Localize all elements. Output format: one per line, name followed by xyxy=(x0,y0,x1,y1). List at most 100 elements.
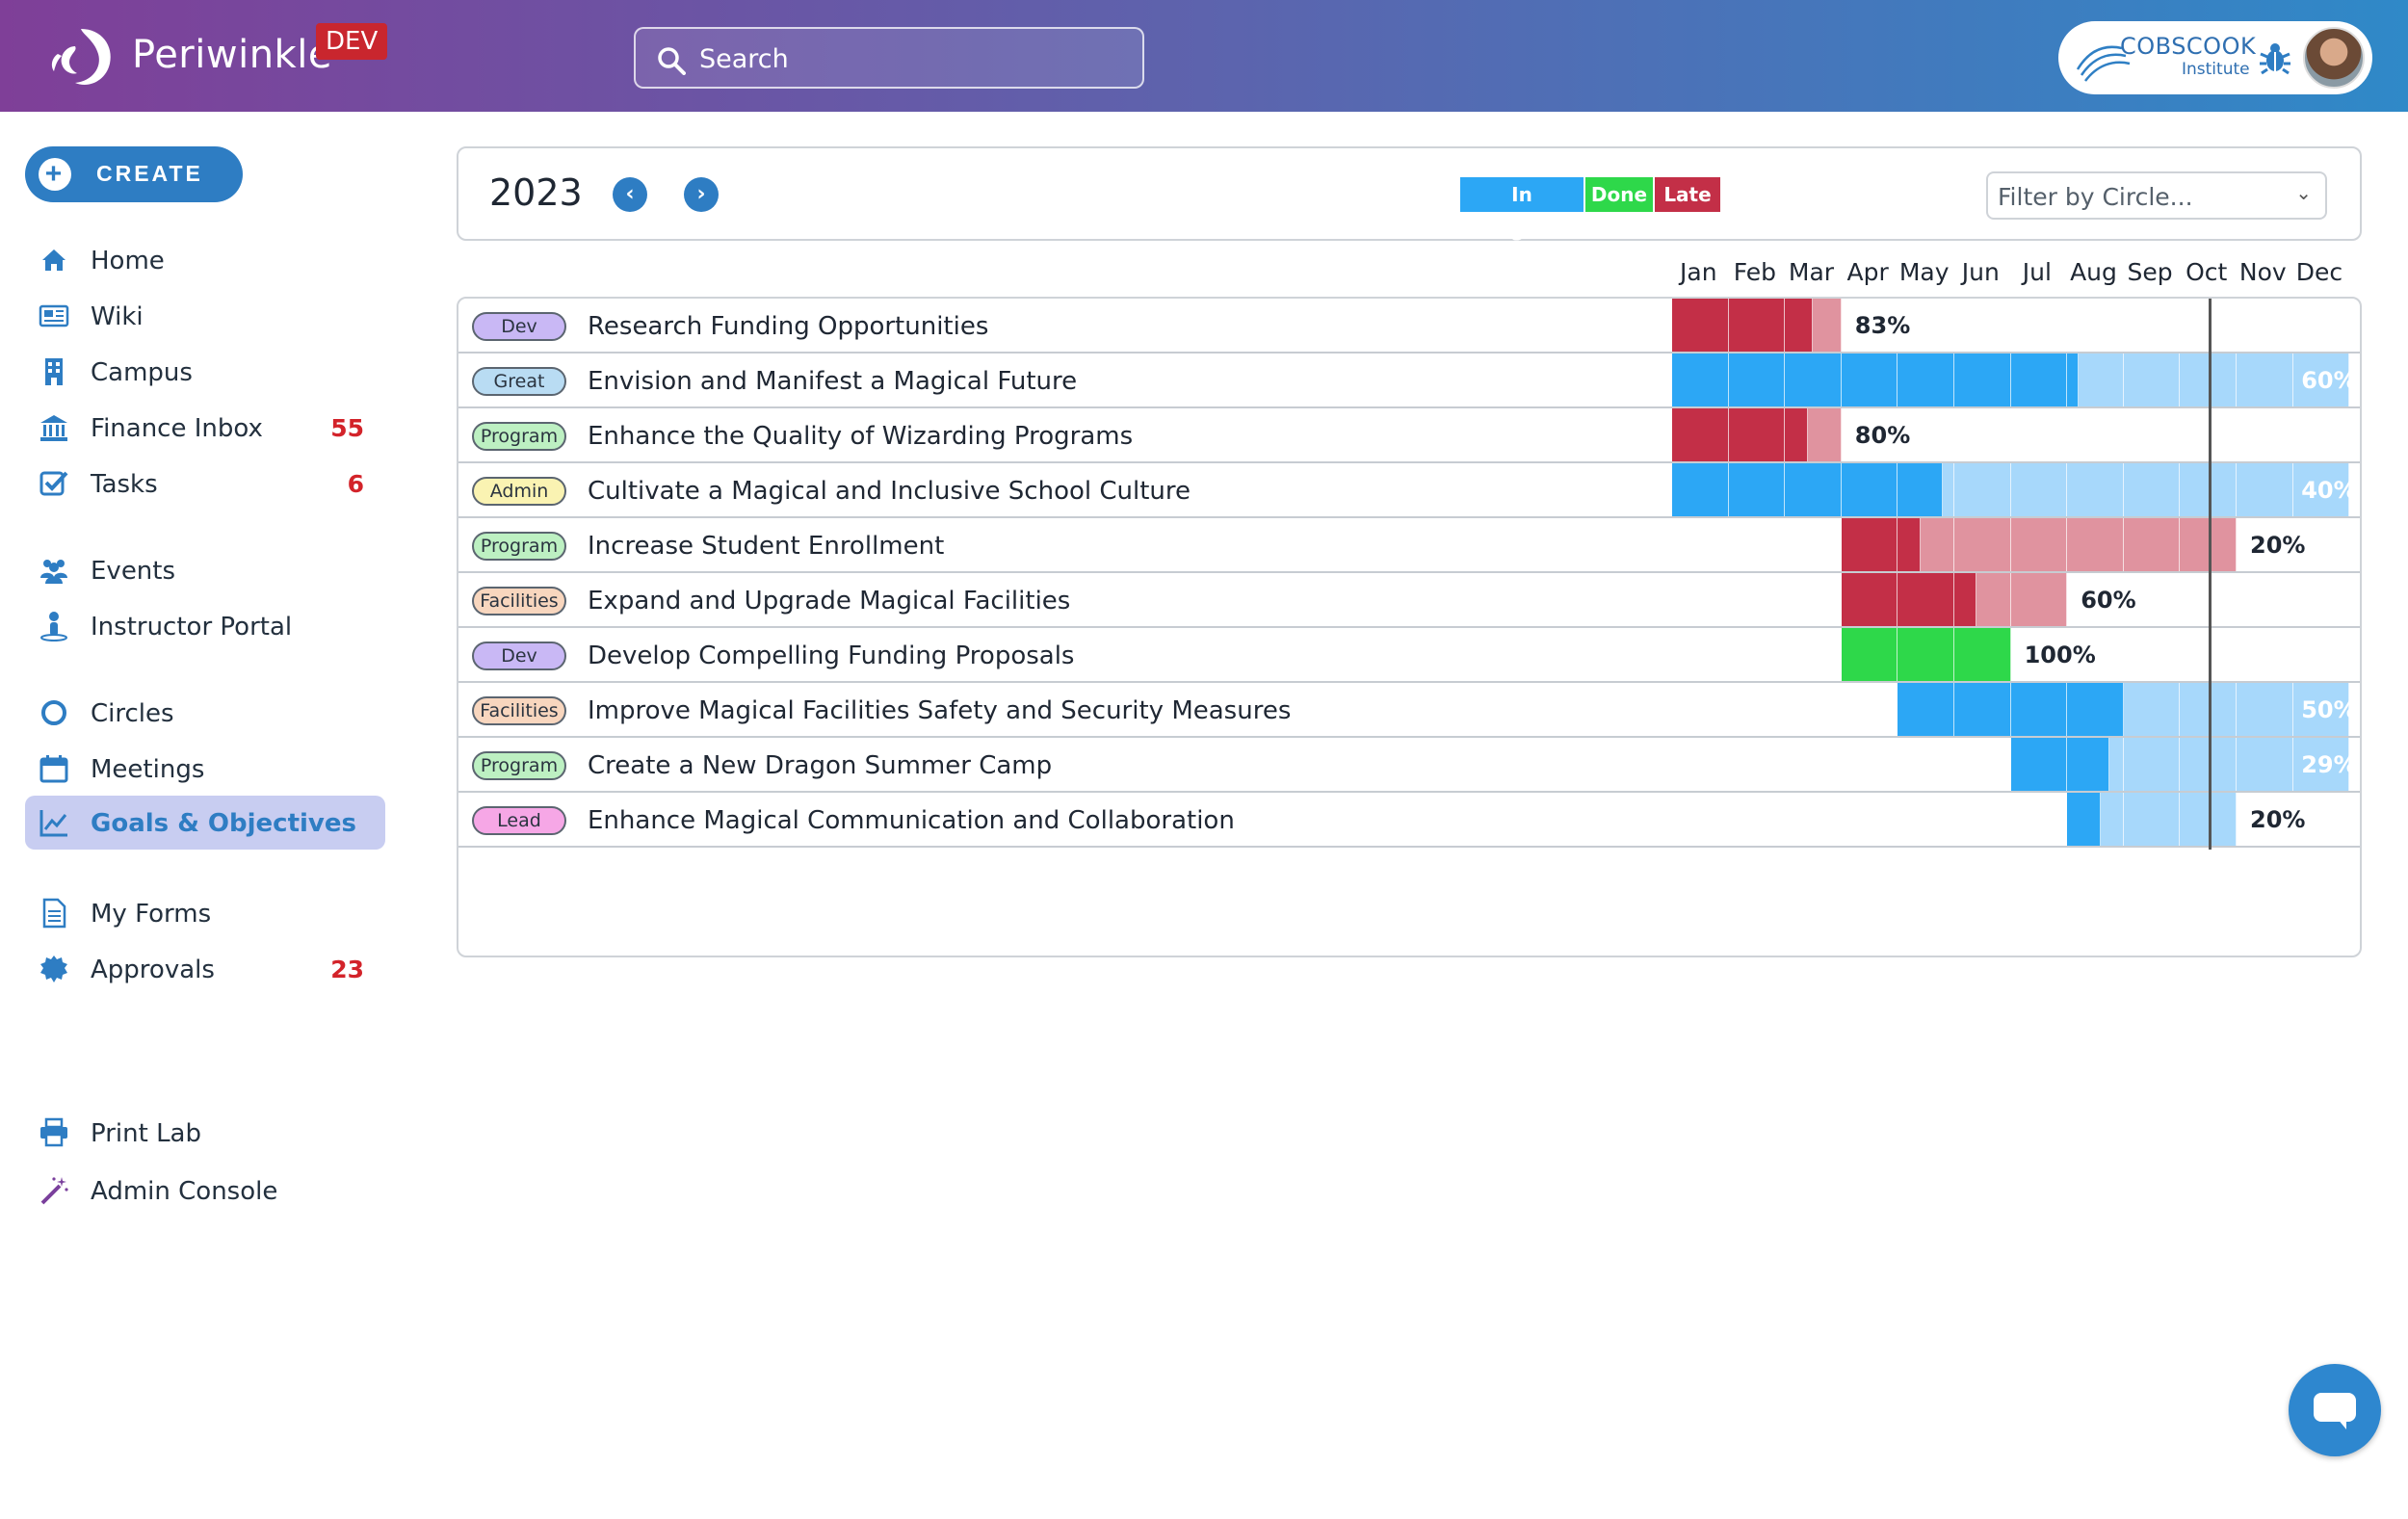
month-label: May xyxy=(1898,258,1950,286)
calendar-icon xyxy=(39,755,68,783)
search-box[interactable] xyxy=(634,27,1144,89)
goal-percent: 60% xyxy=(2081,587,2136,614)
progress-segment xyxy=(1728,299,1786,352)
sidebar-item-home[interactable]: Home xyxy=(25,233,385,287)
goal-row[interactable]: Admin Cultivate a Magical and Inclusive S… xyxy=(458,463,2360,518)
previous-year-icon[interactable]: ‹ xyxy=(613,177,647,212)
periwinkle-logo-icon[interactable] xyxy=(46,25,116,91)
month-label: Mar xyxy=(1788,258,1835,286)
circle-filter-select[interactable]: Filter by Circle... ⌄ xyxy=(1986,171,2327,220)
sidebar-item-meetings[interactable]: Meetings xyxy=(25,742,385,796)
circle-tag[interactable]: Program xyxy=(472,751,566,780)
progress-segment xyxy=(1954,573,1977,626)
progress-segment xyxy=(1954,628,2011,681)
goal-row[interactable]: Facilities Expand and Upgrade Magical Fac… xyxy=(458,573,2360,628)
goal-title[interactable]: Enhance Magical Communication and Collab… xyxy=(588,806,1235,835)
goal-title[interactable]: Improve Magical Facilities Safety and Se… xyxy=(588,696,1292,725)
circle-filter-placeholder: Filter by Circle... xyxy=(1998,183,2193,211)
goal-row[interactable]: Program Create a New Dragon Summer Camp 29… xyxy=(458,738,2360,793)
circle-tag[interactable]: Program xyxy=(472,422,566,451)
remaining-segment xyxy=(2292,738,2350,791)
goal-percent: 40% xyxy=(2301,477,2357,504)
circle-tag[interactable]: Lead xyxy=(472,806,566,835)
sidebar-item-my-forms[interactable]: My Forms xyxy=(25,886,385,940)
next-year-icon[interactable]: › xyxy=(684,177,719,212)
progress-segment xyxy=(1898,354,1954,406)
sidebar-item-label: Admin Console xyxy=(91,1177,278,1206)
circle-tag[interactable]: Facilities xyxy=(472,696,566,725)
progress-segment xyxy=(1785,354,1842,406)
remaining-segment xyxy=(2101,793,2124,846)
goal-title[interactable]: Research Funding Opportunities xyxy=(588,312,989,341)
remaining-segment xyxy=(2067,463,2124,516)
plus-icon: + xyxy=(39,158,71,191)
progress-segment xyxy=(1672,299,1729,352)
sidebar-item-tasks[interactable]: Tasks 6 xyxy=(25,457,385,511)
progress-segment xyxy=(1785,299,1813,352)
sidebar-item-circles[interactable]: Circles xyxy=(25,686,385,740)
goal-percent: 20% xyxy=(2250,532,2306,559)
create-button[interactable]: + CREATE xyxy=(25,146,243,202)
goal-title[interactable]: Cultivate a Magical and Inclusive School… xyxy=(588,477,1191,506)
sidebar-item-goals-and-objectives[interactable]: Goals & Objectives xyxy=(25,796,385,850)
sidebar-item-finance-inbox[interactable]: Finance Inbox 55 xyxy=(25,401,385,455)
printer-icon xyxy=(40,1117,67,1147)
sidebar-item-print-lab[interactable]: Print Lab xyxy=(25,1106,385,1160)
goal-title[interactable]: Enhance the Quality of Wizarding Program… xyxy=(588,422,1134,451)
remaining-segment xyxy=(2010,518,2068,571)
today-marker xyxy=(2208,299,2212,850)
remaining-segment xyxy=(2010,573,2068,626)
progress-segment xyxy=(1785,408,1808,461)
goal-percent: 50% xyxy=(2301,696,2357,723)
goal-title[interactable]: Develop Compelling Funding Proposals xyxy=(588,642,1075,670)
goal-row[interactable]: Lead Enhance Magical Communication and Co… xyxy=(458,793,2360,848)
search-input[interactable] xyxy=(699,40,1123,77)
circle-tag[interactable]: Admin xyxy=(472,477,566,506)
goal-percent: 20% xyxy=(2250,806,2306,833)
chat-button[interactable] xyxy=(2289,1364,2381,1456)
sidebar-item-events[interactable]: Events xyxy=(25,543,385,597)
sidebar-item-count: 23 xyxy=(330,956,364,983)
remaining-segment xyxy=(2078,354,2124,406)
sidebar-item-label: Campus xyxy=(91,358,193,387)
sidebar-item-label: Approvals xyxy=(91,956,215,984)
goal-row[interactable]: Dev Develop Compelling Funding Proposals 1… xyxy=(458,628,2360,683)
month-label: Jun xyxy=(1961,258,2000,286)
progress-segment xyxy=(2067,354,2079,406)
circle-tag[interactable]: Great xyxy=(472,367,566,396)
goal-title[interactable]: Expand and Upgrade Magical Facilities xyxy=(588,587,1071,615)
sidebar-item-campus[interactable]: Campus xyxy=(25,345,385,399)
account-pill[interactable]: COBSCOOK Institute xyxy=(2058,21,2372,94)
home-icon xyxy=(42,249,65,271)
brand-name[interactable]: Periwinkle xyxy=(132,33,332,77)
circle-tag[interactable]: Program xyxy=(472,532,566,561)
goal-row[interactable]: Program Enhance the Quality of Wizarding … xyxy=(458,408,2360,463)
sidebar-item-count: 55 xyxy=(330,414,364,442)
sidebar-item-admin-console[interactable]: Admin Console xyxy=(25,1164,385,1218)
sidebar-item-label: Finance Inbox xyxy=(91,414,263,443)
remaining-segment xyxy=(2108,738,2124,791)
goal-row[interactable]: Dev Research Funding Opportunities 83% xyxy=(458,299,2360,354)
goal-row[interactable]: Great Envision and Manifest a Magical Fut… xyxy=(458,354,2360,408)
goal-row[interactable]: Facilities Improve Magical Facilities Saf… xyxy=(458,683,2360,738)
sidebar-item-approvals[interactable]: Approvals 23 xyxy=(25,942,385,996)
month-label: Jan xyxy=(1680,258,1717,286)
sidebar-item-wiki[interactable]: Wiki xyxy=(25,289,385,343)
goal-row[interactable]: Program Increase Student Enrollment 20% xyxy=(458,518,2360,573)
remaining-segment xyxy=(2237,683,2293,736)
progress-segment xyxy=(1898,683,1954,736)
sidebar-item-label: Wiki xyxy=(91,302,144,331)
progress-segment xyxy=(1841,354,1898,406)
goal-percent: 83% xyxy=(1854,312,1911,339)
sidebar-item-instructor-portal[interactable]: Instructor Portal xyxy=(25,599,385,653)
user-avatar[interactable] xyxy=(2303,27,2365,89)
goal-title[interactable]: Envision and Manifest a Magical Future xyxy=(588,367,1078,396)
bug-report-icon[interactable] xyxy=(2259,40,2291,75)
circle-tag[interactable]: Facilities xyxy=(472,587,566,615)
circle-tag[interactable]: Dev xyxy=(472,642,566,670)
circle-tag[interactable]: Dev xyxy=(472,312,566,341)
search-icon xyxy=(658,47,686,75)
org-name: COBSCOOK xyxy=(2120,33,2257,60)
goal-title[interactable]: Create a New Dragon Summer Camp xyxy=(588,751,1053,780)
goal-title[interactable]: Increase Student Enrollment xyxy=(588,532,945,561)
